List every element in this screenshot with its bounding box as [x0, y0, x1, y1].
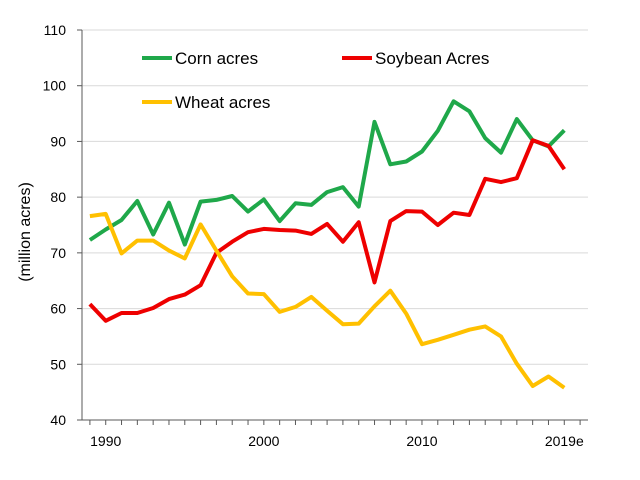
x-tick-label: 2000	[248, 433, 279, 449]
legend-label: Wheat acres	[175, 93, 270, 112]
series-line-corn-acres	[88, 99, 566, 247]
series-lines	[88, 99, 566, 390]
y-tick-label: 60	[50, 301, 66, 317]
y-tick-label: 70	[50, 245, 66, 261]
y-tick-label: 100	[43, 78, 67, 94]
x-tick-label: 2019e	[545, 433, 584, 449]
series-line-soybean-acres	[88, 138, 566, 323]
gridlines	[82, 29, 588, 365]
x-tick-label: 1990	[90, 433, 121, 449]
legend: Corn acres Soybean Acres Wheat acres	[142, 49, 489, 112]
y-tick-label: 80	[50, 189, 66, 205]
x-tick-label: 2010	[406, 433, 437, 449]
y-tick-label: 50	[50, 356, 66, 372]
legend-label: Soybean Acres	[375, 49, 489, 68]
series-line-wheat-acres	[89, 211, 566, 390]
y-tick-label: 40	[50, 412, 66, 428]
y-tick-label: 110	[44, 22, 67, 38]
x-tick-labels: 1990 2000 2010 2019e	[90, 433, 584, 449]
axes	[77, 29, 588, 425]
y-tick-label: 90	[50, 133, 66, 149]
y-tick-labels: 40 50 60 70 80 90 100 110	[43, 22, 67, 428]
y-axis-title: (million acres)	[17, 182, 34, 282]
legend-label: Corn acres	[175, 49, 258, 68]
